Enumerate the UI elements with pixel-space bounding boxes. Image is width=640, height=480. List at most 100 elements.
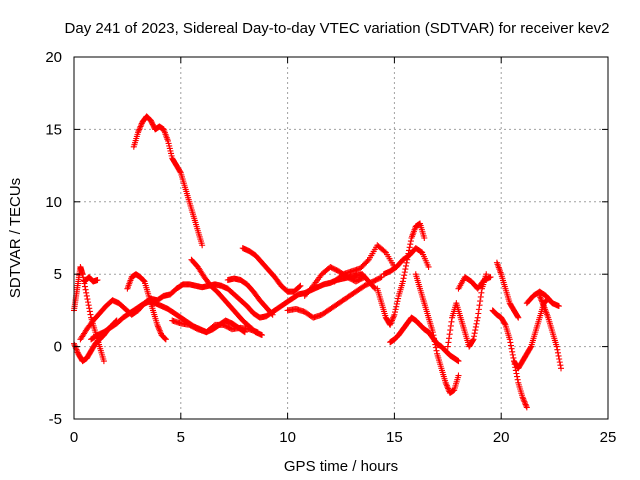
- data-point: [477, 298, 484, 305]
- data-point: [509, 351, 516, 358]
- data-point: [161, 335, 168, 342]
- data-point: [392, 306, 399, 313]
- data-point: [539, 298, 546, 305]
- series-arc-16: [380, 245, 432, 278]
- data-point: [487, 274, 494, 281]
- data-point: [508, 345, 515, 352]
- data-point: [136, 126, 143, 133]
- data-point: [514, 376, 521, 383]
- data-point: [401, 269, 408, 276]
- data-point: [85, 299, 92, 306]
- data-point: [556, 359, 563, 366]
- data-point: [268, 310, 275, 317]
- data-point: [432, 344, 439, 351]
- data-point: [403, 259, 410, 266]
- data-point: [536, 292, 543, 299]
- data-point: [71, 342, 78, 349]
- data-point: [477, 293, 484, 300]
- data-point: [155, 324, 162, 331]
- data-point: [83, 289, 90, 296]
- data-point: [425, 263, 432, 270]
- data-point: [258, 332, 265, 339]
- data-point: [513, 370, 520, 377]
- x-tick-label: 10: [279, 429, 296, 446]
- series-arc-19: [444, 271, 490, 350]
- data-point: [443, 381, 450, 388]
- data-point: [553, 343, 560, 350]
- series-arc-14: [331, 242, 398, 285]
- data-point: [140, 277, 147, 284]
- data-point: [501, 320, 508, 327]
- data-point: [361, 274, 368, 281]
- data-point: [473, 320, 480, 327]
- data-point: [390, 314, 397, 321]
- data-point: [402, 262, 409, 269]
- series-arc-22: [489, 307, 530, 411]
- data-point: [400, 275, 407, 282]
- y-tick-label: 20: [45, 49, 62, 66]
- y-tick-label: 10: [45, 194, 62, 211]
- x-axis-label: GPS time / hours: [284, 458, 398, 475]
- series-arc-11: [224, 275, 276, 318]
- data-point: [554, 349, 561, 356]
- data-point: [86, 308, 93, 315]
- data-point: [154, 323, 161, 330]
- y-tick-label: -5: [49, 411, 62, 428]
- data-point: [557, 362, 564, 369]
- series-arc-24: [523, 288, 562, 310]
- data-point: [474, 317, 481, 324]
- series-arc-12: [284, 274, 385, 321]
- data-point: [521, 398, 528, 405]
- data-point: [540, 301, 547, 308]
- data-point: [519, 394, 526, 401]
- series-arc-25: [536, 292, 565, 372]
- y-axis-label: SDTVAR / TECUs: [7, 178, 24, 298]
- data-point: [162, 336, 169, 343]
- data-point: [309, 284, 316, 291]
- data-point: [433, 347, 440, 354]
- data-point: [394, 298, 401, 305]
- data-point: [401, 272, 408, 279]
- data-point: [156, 326, 163, 333]
- data-point: [296, 283, 303, 290]
- data-point: [472, 323, 479, 330]
- y-tick-label: 0: [54, 339, 62, 356]
- data-point: [162, 335, 169, 342]
- series-arc-21: [493, 259, 522, 321]
- series-arc-17: [387, 314, 462, 365]
- data-point: [421, 235, 428, 241]
- data-point: [79, 271, 86, 278]
- x-tick-label: 15: [386, 429, 403, 446]
- data-point: [523, 402, 530, 409]
- series-arc-9: [169, 317, 261, 336]
- data-point: [469, 337, 476, 344]
- data-point: [455, 358, 462, 365]
- axis-ticks: 0 5 10 15 20 25 -5 0 5 10 15 20: [45, 49, 616, 446]
- x-tick-label: 20: [493, 429, 510, 446]
- data-point: [360, 274, 367, 281]
- data-point: [393, 303, 400, 310]
- data-point: [389, 316, 396, 323]
- series-arc-8: [188, 256, 265, 339]
- data-point: [514, 373, 521, 380]
- data-point: [430, 332, 437, 339]
- data-point: [520, 395, 527, 402]
- data-point: [475, 310, 482, 317]
- data-point: [472, 327, 479, 334]
- data-point: [402, 266, 409, 273]
- data-point: [555, 352, 562, 359]
- data-point: [445, 339, 452, 346]
- data-point: [523, 404, 530, 411]
- chart-title: Day 241 of 2023, Sidereal Day-to-day VTE…: [65, 20, 610, 37]
- data-point: [100, 358, 107, 365]
- data-point: [514, 313, 521, 320]
- data-point: [507, 342, 514, 349]
- data-point: [558, 365, 565, 372]
- plot-frame: [73, 56, 609, 420]
- data-point: [377, 274, 384, 281]
- data-point: [136, 124, 143, 131]
- series-arc-23: [511, 295, 556, 372]
- data-point: [269, 311, 276, 318]
- series-arc-7: [124, 271, 169, 343]
- x-tick-label: 5: [177, 429, 185, 446]
